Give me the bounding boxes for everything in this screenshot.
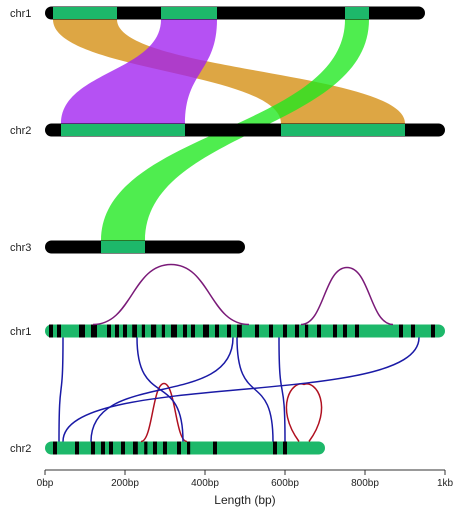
chromosome-band xyxy=(295,324,299,338)
tick-label: 200bp xyxy=(111,478,139,489)
synteny-block xyxy=(101,241,145,253)
chromosome-band xyxy=(305,324,309,338)
link-arc xyxy=(58,337,64,442)
chromosome-band xyxy=(109,441,113,455)
chromosome-band xyxy=(144,441,148,455)
chromosome-label: chr2 xyxy=(10,125,31,137)
synteny-block xyxy=(281,124,405,136)
link-arc xyxy=(90,337,234,442)
chromosome-band xyxy=(91,324,97,338)
chromosome-band xyxy=(191,324,195,338)
chromosome-band xyxy=(121,441,125,455)
tick-label: 800bp xyxy=(351,478,379,489)
chromosome-band xyxy=(227,324,231,338)
chromosome-band xyxy=(171,324,177,338)
synteny-block xyxy=(161,7,217,19)
chromosome-band xyxy=(399,324,403,338)
chromosome-band xyxy=(283,324,287,338)
chromosome-band xyxy=(333,324,337,338)
chromosome-bar xyxy=(45,6,425,20)
length-axis: 0bp 200bp 400bp 600bp 800bp 1kb Length (bp) xyxy=(37,469,454,507)
chromosome-band xyxy=(53,441,57,455)
chromosome-label: chr3 xyxy=(10,242,31,254)
chromosome-band xyxy=(343,324,347,338)
chromosome-band xyxy=(57,324,61,338)
chromosome-band xyxy=(187,441,191,455)
synteny-block xyxy=(61,124,185,136)
chromosome-band xyxy=(183,324,187,338)
chromosome-band xyxy=(75,441,79,455)
link-arc xyxy=(140,382,188,443)
chromosome-band xyxy=(79,324,85,338)
chromosome-band xyxy=(203,324,209,338)
chromosome-band xyxy=(237,324,242,338)
link-arc xyxy=(62,337,420,442)
chromosome-band xyxy=(115,324,119,338)
tick-label: 600bp xyxy=(271,478,299,489)
chromosome-label: chr2 xyxy=(10,443,31,455)
chromosome-band xyxy=(255,324,259,338)
chromosome-bar xyxy=(45,441,325,455)
chromosome-band xyxy=(355,324,359,338)
chromosome-band xyxy=(133,441,138,455)
chromosome-band xyxy=(163,441,167,455)
chromosome-band xyxy=(283,441,287,455)
chromosome-tracks: chr1 chr2 chr3 chr1 chr2 xyxy=(10,6,445,455)
chromosome-band xyxy=(49,324,53,338)
chromosome-band xyxy=(161,324,165,338)
synteny-ribbon xyxy=(61,19,217,124)
chromosome-band xyxy=(107,324,111,338)
chromosome-band xyxy=(132,324,137,338)
link-arc xyxy=(285,383,323,442)
chromosome-band xyxy=(269,324,273,338)
link-arc xyxy=(300,266,394,326)
tick-label: 0bp xyxy=(37,478,54,489)
tick-label: 1kb xyxy=(437,478,454,489)
chromosome-band xyxy=(153,441,157,455)
synteny-block xyxy=(345,7,369,19)
axis-title: Length (bp) xyxy=(214,493,275,507)
chromosome-band xyxy=(411,324,415,338)
chromosome-band xyxy=(141,324,145,338)
chromosome-band xyxy=(273,441,277,455)
chromosome-band xyxy=(151,324,157,338)
link-arc xyxy=(92,263,250,326)
chromosome-band xyxy=(431,324,435,338)
chromosome-band xyxy=(215,324,219,338)
chromosome-band xyxy=(91,441,95,455)
synteny-ribbon xyxy=(53,19,405,124)
chromosome-bar xyxy=(45,324,445,338)
chromosome-label: chr1 xyxy=(10,326,31,338)
chromosome-label: chr1 xyxy=(10,8,31,20)
link-arc xyxy=(278,337,286,442)
synteny-block xyxy=(53,7,117,19)
chromosome-band xyxy=(123,324,127,338)
chromosome-band xyxy=(317,324,321,338)
link-arc xyxy=(236,337,274,442)
karyotype-arcs xyxy=(58,263,420,443)
tick-label: 400bp xyxy=(191,478,219,489)
chromosome-band xyxy=(213,441,217,455)
chromosome-band xyxy=(177,441,181,455)
chromosome-band xyxy=(101,441,105,455)
